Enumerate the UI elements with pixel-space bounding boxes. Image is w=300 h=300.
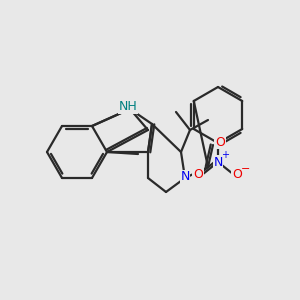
Text: +: + bbox=[221, 150, 229, 160]
Text: O: O bbox=[232, 167, 242, 181]
Text: O: O bbox=[215, 136, 225, 148]
Text: O: O bbox=[193, 167, 203, 181]
Text: −: − bbox=[241, 164, 251, 174]
Text: N: N bbox=[180, 170, 190, 184]
Text: NH: NH bbox=[118, 100, 137, 113]
Text: N: N bbox=[213, 155, 223, 169]
